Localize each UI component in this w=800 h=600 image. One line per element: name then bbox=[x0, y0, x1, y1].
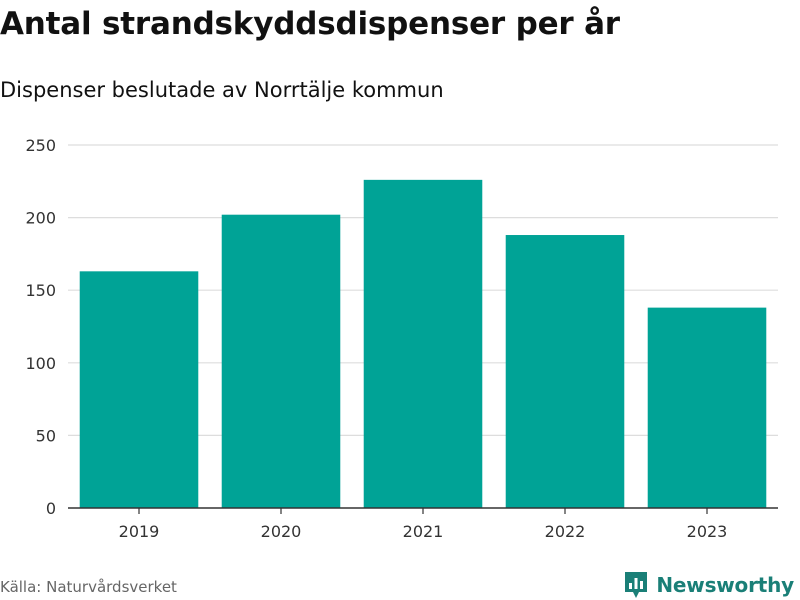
bar-chart: 0 50 100 150 200 250 2019 2020 2021 2022 2023 bbox=[25, 136, 778, 541]
y-tick-label: 250 bbox=[25, 136, 56, 155]
source-note: Källa: Naturvårdsverket bbox=[0, 578, 177, 596]
y-tick-label: 50 bbox=[36, 426, 56, 445]
chart-subtitle: Dispenser beslutade av Norrtälje kommun bbox=[0, 78, 444, 102]
x-tick-label: 2021 bbox=[403, 522, 444, 541]
x-tick-label: 2023 bbox=[687, 522, 728, 541]
y-tick-label: 100 bbox=[25, 354, 56, 373]
brand-logo: Newsworthy bbox=[623, 570, 794, 600]
bar bbox=[221, 214, 341, 509]
bar bbox=[647, 307, 767, 508]
y-tick-label: 0 bbox=[46, 499, 56, 518]
chart-title: Antal strandskyddsdispenser per år bbox=[0, 6, 620, 42]
bar bbox=[505, 235, 625, 509]
x-tick-label: 2020 bbox=[261, 522, 302, 541]
newsworthy-logo-icon bbox=[625, 572, 648, 598]
x-tick-label: 2019 bbox=[119, 522, 160, 541]
y-tick-label: 150 bbox=[25, 281, 56, 300]
brand-name: Newsworthy bbox=[656, 573, 794, 597]
bar bbox=[79, 271, 199, 508]
y-tick-label: 200 bbox=[25, 209, 56, 228]
x-tick-label: 2022 bbox=[545, 522, 586, 541]
bar bbox=[363, 179, 483, 508]
